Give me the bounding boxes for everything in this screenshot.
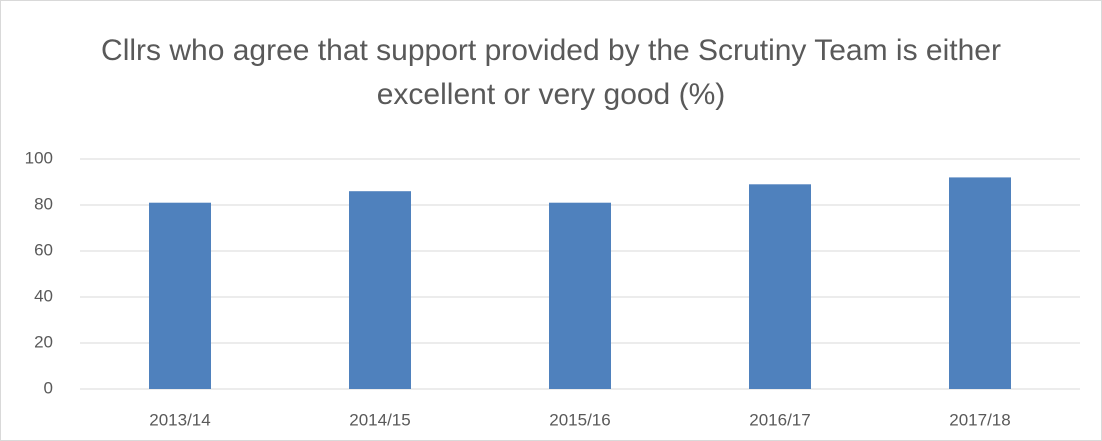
bar [949,177,1011,389]
y-tick-label: 80 [34,194,53,213]
y-tick-label: 60 [34,240,53,259]
y-tick-label: 100 [25,148,53,167]
y-tick-label: 0 [44,378,53,397]
x-tick-label: 2016/17 [749,410,810,429]
bar [149,202,211,389]
bar [749,184,811,389]
x-tick-label: 2015/16 [549,410,610,429]
x-tick-label: 2013/14 [149,410,210,429]
y-tick-label: 20 [34,332,53,351]
y-tick-label: 40 [34,286,53,305]
x-tick-label: 2014/15 [349,410,410,429]
x-tick-label: 2017/18 [949,410,1010,429]
bar [549,202,611,389]
bar [349,191,411,389]
chart-title: Cllrs who agree that support provided by… [101,34,1001,111]
